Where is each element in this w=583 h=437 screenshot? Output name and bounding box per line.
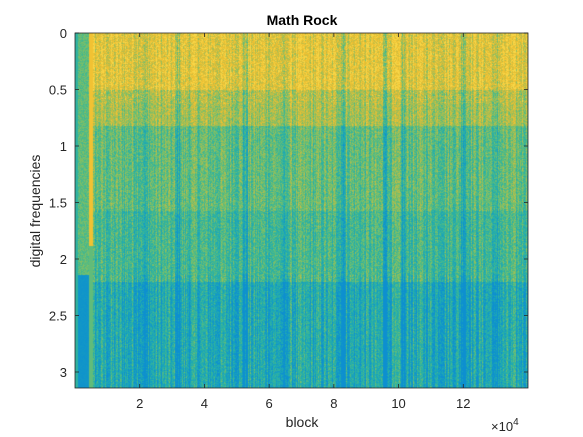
y-tick-label: 3: [60, 365, 67, 380]
y-tick-label: 1: [60, 139, 67, 154]
x-tick-label: 8: [330, 396, 337, 411]
chart-title: Math Rock: [267, 12, 338, 28]
y-axis-label: digital frequencies: [27, 155, 43, 268]
plot-area: [74, 32, 529, 389]
x-tick-label: 4: [201, 396, 208, 411]
x-tick-label: 6: [266, 396, 273, 411]
x-tick-label: 12: [456, 396, 470, 411]
x-tick-label: 2: [136, 396, 143, 411]
y-tick-label: 1.5: [49, 195, 67, 210]
y-axis-ticks: 0 0.5 1 1.5 2 2.5 3: [49, 26, 528, 380]
y-tick-label: 2: [60, 252, 67, 267]
x-tick-label: 10: [391, 396, 405, 411]
heatmap-image: [75, 33, 528, 388]
plot-frame: [74, 32, 529, 389]
x-axis-label: block: [286, 414, 320, 430]
y-tick-label: 0: [60, 26, 67, 41]
y-tick-label: 0.5: [49, 82, 67, 97]
x-axis-exponent-power: 4: [513, 417, 519, 428]
x-axis-exponent-base: ×10: [491, 419, 513, 434]
x-axis-ticks: 2 4 6 8 10 12: [136, 33, 471, 411]
y-tick-label: 2.5: [49, 308, 67, 323]
x-axis-exponent: ×104: [491, 417, 519, 434]
